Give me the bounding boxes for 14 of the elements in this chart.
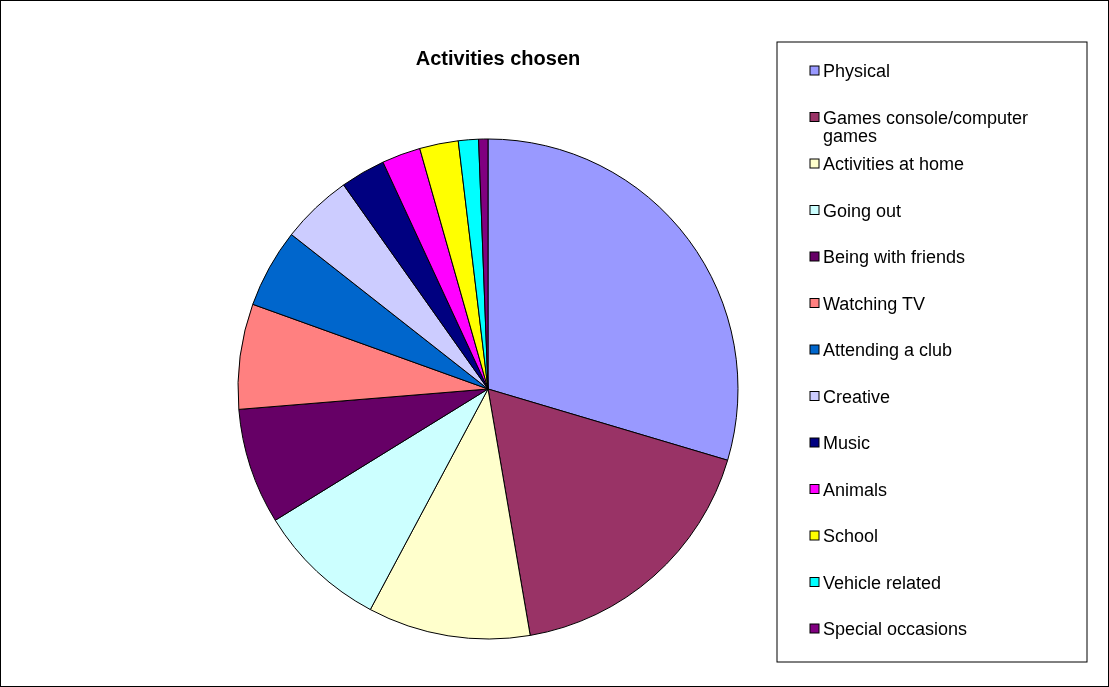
legend-label: Music (823, 433, 871, 453)
legend-label: Attending a club (823, 340, 953, 360)
legend-label: Being with friends (823, 247, 966, 267)
legend-label: Games console/computer games (823, 107, 1029, 146)
legend-label: Animals (823, 479, 888, 500)
legend-label: Watching TV (823, 293, 926, 314)
chart-title: Activities chosen (415, 47, 581, 69)
legend-label: Creative (823, 386, 891, 407)
legend-label: Special occasions (823, 619, 968, 639)
legend-label: Activities at home (823, 154, 965, 174)
legend-label: School (823, 526, 879, 546)
legend-label: Physical (823, 61, 891, 81)
legend-label: Going out (823, 200, 902, 221)
legend-label: Vehicle related (823, 572, 942, 593)
